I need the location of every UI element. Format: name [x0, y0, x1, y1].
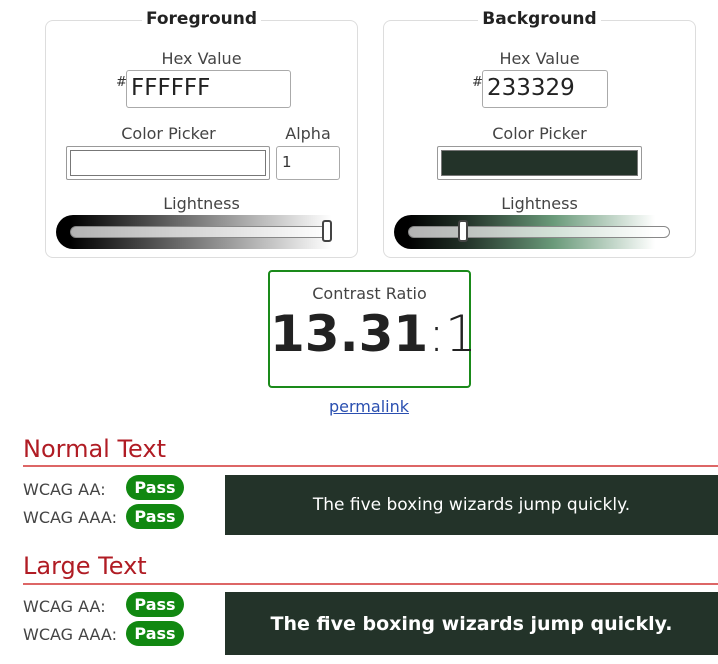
- color-picker-label: Color Picker: [492, 124, 587, 143]
- normal-text-sample: The five boxing wizards jump quickly.: [225, 475, 718, 535]
- slider-thumb[interactable]: [458, 220, 469, 242]
- lightness-label: Lightness: [501, 194, 578, 213]
- wcag-aaa-badge: Pass: [126, 504, 184, 529]
- normal-text-heading: Normal Text: [23, 435, 167, 463]
- foreground-title: Foreground: [141, 9, 262, 29]
- alpha-label: Alpha: [285, 124, 331, 143]
- hash-label: #: [116, 75, 127, 90]
- background-panel: Background Hex Value # 233329 Color Pick…: [383, 9, 696, 258]
- contrast-ratio-box: Contrast Ratio 13.31:1: [268, 270, 477, 388]
- lightness-label: Lightness: [163, 194, 240, 213]
- color-picker-label: Color Picker: [121, 124, 216, 143]
- hex-label: Hex Value: [161, 49, 242, 68]
- permalink-link[interactable]: permalink: [329, 397, 409, 416]
- wcag-aaa-label: WCAG AAA:: [23, 625, 117, 644]
- wcag-aa-label: WCAG AA:: [23, 480, 106, 499]
- divider: [23, 465, 718, 467]
- foreground-panel: Foreground Hex Value # FFFFFF Color Pick…: [45, 9, 358, 258]
- large-text-sample: The five boxing wizards jump quickly.: [225, 592, 718, 655]
- large-text-heading: Large Text: [23, 552, 147, 580]
- contrast-ratio-value: 13.31: [270, 305, 429, 363]
- hex-label: Hex Value: [499, 49, 580, 68]
- contrast-ratio-suffix: :1: [428, 305, 477, 363]
- divider: [23, 583, 718, 585]
- background-lightness-slider[interactable]: [394, 215, 684, 249]
- hash-label: #: [472, 75, 483, 90]
- wcag-aa-badge: Pass: [126, 592, 184, 617]
- alpha-input[interactable]: 1: [276, 146, 340, 180]
- slider-thumb[interactable]: [322, 220, 332, 242]
- foreground-color-picker[interactable]: [66, 146, 270, 180]
- contrast-ratio-label: Contrast Ratio: [312, 284, 427, 303]
- wcag-aa-label: WCAG AA:: [23, 597, 106, 616]
- background-title: Background: [478, 9, 601, 29]
- background-hex-input[interactable]: 233329: [482, 70, 608, 108]
- wcag-aa-badge: Pass: [126, 475, 184, 500]
- background-color-picker[interactable]: [437, 146, 642, 180]
- foreground-lightness-slider[interactable]: [56, 215, 346, 249]
- foreground-hex-input[interactable]: FFFFFF: [126, 70, 291, 108]
- wcag-aaa-label: WCAG AAA:: [23, 508, 117, 527]
- wcag-aaa-badge: Pass: [126, 621, 184, 646]
